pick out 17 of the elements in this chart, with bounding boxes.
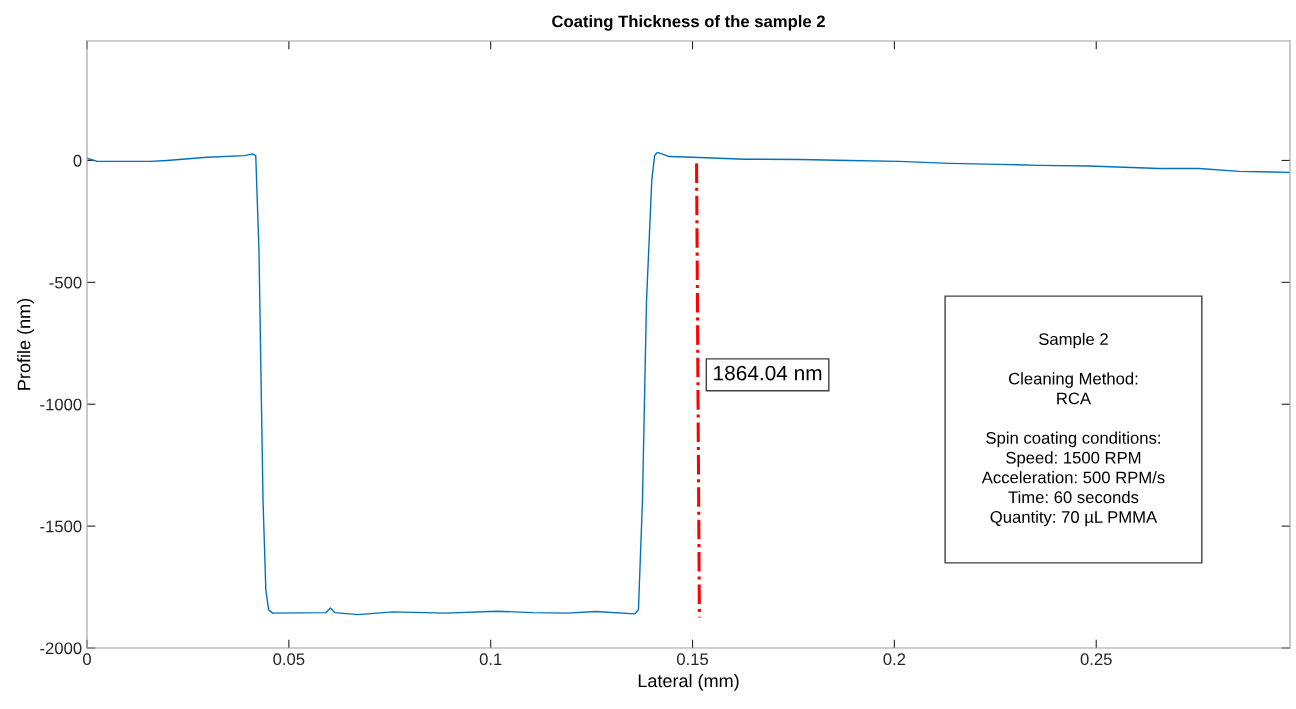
chart-title: Coating Thickness of the sample 2 bbox=[552, 15, 825, 31]
y-tick-label: -1500 bbox=[40, 520, 82, 533]
x-tick-label: 0.2 bbox=[883, 653, 906, 666]
y-tick-label: -2000 bbox=[40, 642, 82, 655]
line-series bbox=[87, 151, 1290, 616]
y-axis-title: Profile (nm) bbox=[17, 298, 34, 390]
x-tick-label: 0.1 bbox=[479, 653, 502, 666]
x-tick-label: 0.25 bbox=[1080, 653, 1112, 666]
y-tick-label: -500 bbox=[49, 276, 82, 289]
annotation: 1864.04 nm bbox=[714, 365, 822, 381]
x-axis-title: Lateral (mm) bbox=[638, 673, 739, 691]
x-tick-label: 0.15 bbox=[676, 653, 709, 666]
text: Sample 2 Cleaning Method: RCA Spin coating conditions: Speed: 1500 RPM Acceleration: 500 RPM/s Time: 60 seconds Quantity: 70 µL PMMA bbox=[981, 332, 1165, 527]
x-tick-label: 0 bbox=[83, 653, 91, 666]
y-tick-label: -1000 bbox=[40, 398, 82, 411]
x-tick-label: 0.05 bbox=[273, 653, 305, 666]
y-tick-label: 0 bbox=[73, 154, 82, 167]
